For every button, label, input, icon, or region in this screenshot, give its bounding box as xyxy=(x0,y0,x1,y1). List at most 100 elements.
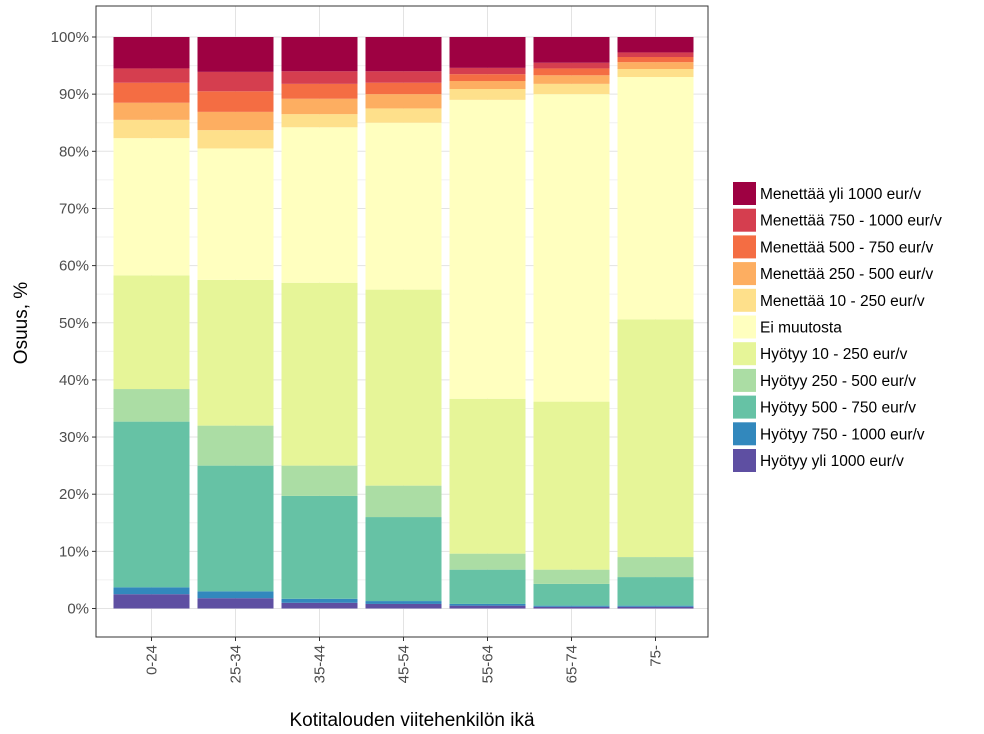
bar-segment xyxy=(281,598,358,603)
y-tick-label: 0% xyxy=(67,601,89,618)
legend-key xyxy=(733,208,756,232)
bar-segment xyxy=(113,138,190,276)
x-tick-label: 65-74 xyxy=(564,645,581,683)
bar-segment xyxy=(281,83,358,99)
bar-segment xyxy=(617,69,694,78)
bar-segment xyxy=(533,569,610,584)
bar-segment xyxy=(365,603,442,609)
bar-segment xyxy=(533,401,610,570)
bar-segment xyxy=(113,275,190,390)
legend-key xyxy=(733,235,756,259)
bar-segment xyxy=(113,102,190,120)
y-tick-label: 70% xyxy=(59,200,89,217)
legend-key xyxy=(733,315,756,339)
bar-segment xyxy=(533,37,610,63)
legend-key xyxy=(733,395,756,419)
bar-segment xyxy=(281,495,358,599)
bar-segment xyxy=(113,68,190,83)
y-tick-label: 80% xyxy=(59,143,89,160)
bar-segment xyxy=(617,57,694,63)
y-tick-label: 90% xyxy=(59,86,89,103)
bar-segment xyxy=(113,82,190,103)
bar-segment xyxy=(113,594,190,609)
bar-segment xyxy=(533,583,610,606)
bar-segment xyxy=(533,606,610,609)
legend-key xyxy=(733,262,756,286)
bar-segment xyxy=(197,425,274,466)
bar-segment xyxy=(281,71,358,84)
bar-segment xyxy=(281,602,358,609)
bar-segment xyxy=(113,389,190,422)
bar-segment xyxy=(533,68,610,76)
bar-segment xyxy=(449,99,526,399)
bar-segment xyxy=(449,605,526,609)
bar-segment xyxy=(449,398,526,554)
bar-segment xyxy=(365,37,442,72)
legend: Menettää yli 1000 eur/v Menettää 750 - 10… xyxy=(733,182,942,472)
x-tick-label: 55-64 xyxy=(480,645,497,683)
bar-segment xyxy=(449,67,526,75)
bar-segment xyxy=(197,465,274,592)
y-tick-label: 100% xyxy=(51,29,89,46)
bar-segment xyxy=(449,37,526,68)
panel-border xyxy=(95,5,709,638)
bar-segment xyxy=(449,569,526,604)
bar-segment xyxy=(617,605,694,607)
y-tick-label: 40% xyxy=(59,372,89,389)
y-axis-ticks: 0% 10% 20% 30% 40% 50% 60% 70% 80% 90% 100% xyxy=(51,29,96,618)
bar-segment xyxy=(533,605,610,607)
bar-segment xyxy=(281,37,358,72)
legend-key xyxy=(733,342,756,366)
bar-segment xyxy=(113,421,190,588)
bar-segment xyxy=(365,82,442,95)
y-tick-label: 50% xyxy=(59,315,89,332)
bar-segment xyxy=(617,77,694,320)
bar-segment xyxy=(449,81,526,90)
bar-segment xyxy=(113,587,190,595)
bar-segment xyxy=(281,127,358,283)
bar-segment xyxy=(197,598,274,609)
bar-segment xyxy=(197,130,274,149)
bar-segment xyxy=(281,114,358,128)
x-axis-ticks: 0-24 25-34 35-44 45-54 55-64 65-74 75- xyxy=(144,637,665,683)
bar-segment xyxy=(113,37,190,69)
y-axis-title: Osuus, % xyxy=(11,282,32,364)
bar-segment xyxy=(197,71,274,92)
bar-segment xyxy=(197,111,274,131)
bar-segment xyxy=(617,557,694,578)
y-tick-label: 60% xyxy=(59,258,89,275)
bar-segment xyxy=(617,319,694,558)
bar-segment xyxy=(281,282,358,466)
bars xyxy=(113,37,694,609)
legend-label: Menettää 250 - 500 eur/v xyxy=(760,266,933,283)
bar-segment xyxy=(197,279,274,426)
bar-segment xyxy=(617,606,694,609)
bar-segment xyxy=(617,52,694,58)
y-tick-label: 10% xyxy=(59,543,89,560)
bar-segment xyxy=(617,37,694,53)
legend-key xyxy=(733,288,756,312)
bar-segment xyxy=(365,122,442,290)
x-tick-label: 45-54 xyxy=(396,645,413,683)
legend-label: Menettää yli 1000 eur/v xyxy=(760,186,921,203)
bar-segment xyxy=(365,94,442,109)
bar-segment xyxy=(197,591,274,599)
legend-label: Hyötyy 750 - 1000 eur/v xyxy=(760,426,925,443)
y-tick-label: 20% xyxy=(59,486,89,503)
x-tick-label: 0-24 xyxy=(144,645,161,675)
x-tick-label: 25-34 xyxy=(228,645,245,683)
bar-segment xyxy=(365,71,442,83)
legend-key xyxy=(733,449,756,472)
legend-label: Hyötyy 500 - 750 eur/v xyxy=(760,400,916,417)
x-axis-title: Kotitalouden viitehenkilön ikä xyxy=(289,710,534,731)
y-tick-label: 30% xyxy=(59,429,89,446)
bar-segment xyxy=(365,485,442,518)
bar-segment xyxy=(197,148,274,280)
bar-segment xyxy=(533,75,610,84)
bar-segment xyxy=(533,62,610,69)
bar-segment xyxy=(449,603,526,606)
bar-segment xyxy=(617,577,694,606)
legend-label: Menettää 10 - 250 eur/v xyxy=(760,293,925,310)
legend-label: Menettää 500 - 750 eur/v xyxy=(760,239,933,256)
bar-segment xyxy=(365,289,442,486)
